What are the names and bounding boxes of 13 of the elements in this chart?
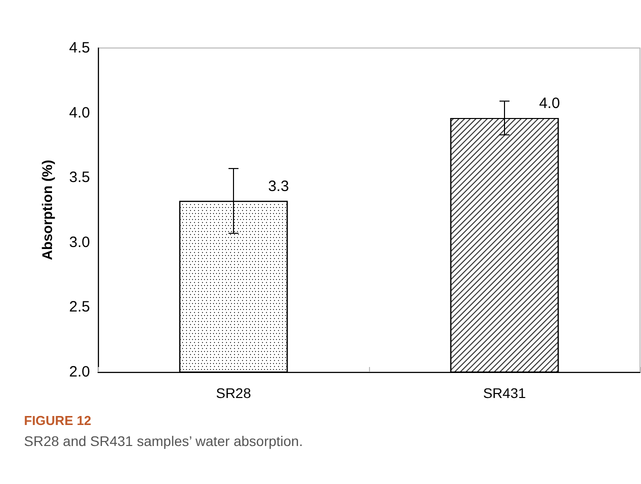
data-label: 3.3 — [268, 178, 289, 195]
data-label: 4.0 — [539, 94, 560, 112]
y-tick-label: 2.5 — [69, 298, 90, 316]
y-axis-title: Absorption (%) — [39, 160, 55, 260]
y-tick-label: 4.5 — [69, 40, 90, 56]
y-tick-label: 2.0 — [69, 364, 90, 380]
y-tick-label: 4.0 — [69, 104, 90, 122]
y-tick-label: 3.5 — [69, 169, 90, 186]
x-tick-label: SR431 — [483, 385, 526, 401]
x-tick-label: SR28 — [216, 385, 252, 401]
caption: FIGURE 12 — [24, 412, 92, 430]
text: SR28 and SR431 samples’ water absorption. — [24, 432, 304, 451]
y-tick-label: 3.0 — [69, 234, 90, 251]
